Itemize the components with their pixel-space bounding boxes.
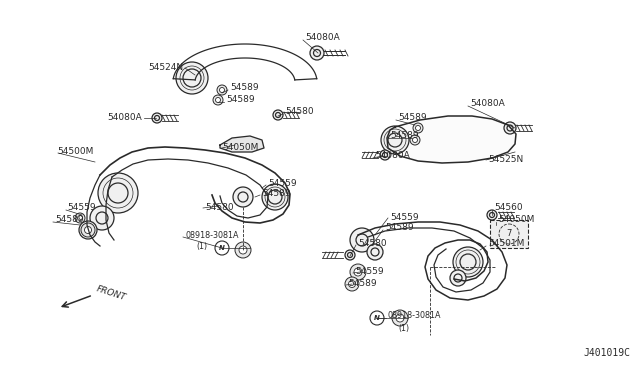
Circle shape <box>239 246 247 254</box>
Polygon shape <box>387 116 516 163</box>
Circle shape <box>75 213 85 223</box>
Circle shape <box>392 310 408 326</box>
Text: 54589: 54589 <box>390 131 419 141</box>
Text: 54500M: 54500M <box>57 148 93 157</box>
Text: N: N <box>219 245 225 251</box>
Circle shape <box>380 150 390 160</box>
Circle shape <box>413 123 423 133</box>
Circle shape <box>216 97 221 103</box>
Text: (1): (1) <box>196 243 207 251</box>
Circle shape <box>273 110 283 120</box>
Circle shape <box>81 223 95 237</box>
Text: 54580: 54580 <box>285 108 314 116</box>
Text: 54501M: 54501M <box>488 240 524 248</box>
Circle shape <box>354 268 362 276</box>
Circle shape <box>450 270 466 286</box>
Polygon shape <box>220 136 264 152</box>
Text: 54080A: 54080A <box>108 113 142 122</box>
Circle shape <box>152 113 162 123</box>
Text: 54589: 54589 <box>226 94 255 103</box>
Text: 54559: 54559 <box>67 203 95 212</box>
Text: 54589: 54589 <box>262 189 291 198</box>
Text: 54580: 54580 <box>205 202 234 212</box>
Text: 54050M: 54050M <box>498 215 534 224</box>
FancyBboxPatch shape <box>490 220 528 248</box>
Circle shape <box>90 206 114 230</box>
Text: (1): (1) <box>398 324 409 333</box>
Circle shape <box>413 138 417 142</box>
Circle shape <box>213 95 223 105</box>
Text: 54589: 54589 <box>348 279 376 288</box>
Circle shape <box>233 187 253 207</box>
Circle shape <box>176 62 208 94</box>
Text: 54080A: 54080A <box>470 99 505 109</box>
Text: 54559: 54559 <box>355 266 383 276</box>
Text: 54559: 54559 <box>268 179 296 187</box>
Circle shape <box>345 250 355 260</box>
Text: 54080A: 54080A <box>375 151 410 160</box>
Text: 54050M: 54050M <box>222 142 259 151</box>
Circle shape <box>77 215 83 221</box>
Circle shape <box>345 277 359 291</box>
Text: FRONT: FRONT <box>95 284 127 302</box>
Circle shape <box>84 227 92 234</box>
Circle shape <box>350 228 374 252</box>
Text: 08918-3081A: 08918-3081A <box>185 231 239 240</box>
Circle shape <box>349 280 355 288</box>
Circle shape <box>215 241 229 255</box>
Circle shape <box>79 221 97 239</box>
Circle shape <box>217 85 227 95</box>
Circle shape <box>396 314 404 322</box>
Text: 54589: 54589 <box>230 83 259 92</box>
Circle shape <box>220 87 225 93</box>
Circle shape <box>415 125 420 131</box>
Text: 54525N: 54525N <box>488 154 524 164</box>
Circle shape <box>98 173 138 213</box>
Circle shape <box>381 126 409 154</box>
Circle shape <box>350 264 366 280</box>
Text: 54589: 54589 <box>398 113 427 122</box>
Text: 54589: 54589 <box>55 215 84 224</box>
Text: N: N <box>374 315 380 321</box>
Text: 54524N: 54524N <box>148 64 183 73</box>
Circle shape <box>235 242 251 258</box>
Circle shape <box>262 184 288 210</box>
Text: 7: 7 <box>506 230 512 238</box>
Circle shape <box>370 311 384 325</box>
Text: 54560: 54560 <box>494 203 523 212</box>
Circle shape <box>504 122 516 134</box>
Circle shape <box>487 210 497 220</box>
Text: 54080A: 54080A <box>305 33 340 42</box>
Circle shape <box>310 46 324 60</box>
Text: J401019C: J401019C <box>583 348 630 358</box>
Text: 08918-3081A: 08918-3081A <box>388 311 442 321</box>
Circle shape <box>453 247 483 277</box>
Text: 54580: 54580 <box>358 238 387 247</box>
Text: 54559: 54559 <box>390 212 419 221</box>
Circle shape <box>410 135 420 145</box>
Circle shape <box>367 244 383 260</box>
Text: 54589: 54589 <box>385 224 413 232</box>
